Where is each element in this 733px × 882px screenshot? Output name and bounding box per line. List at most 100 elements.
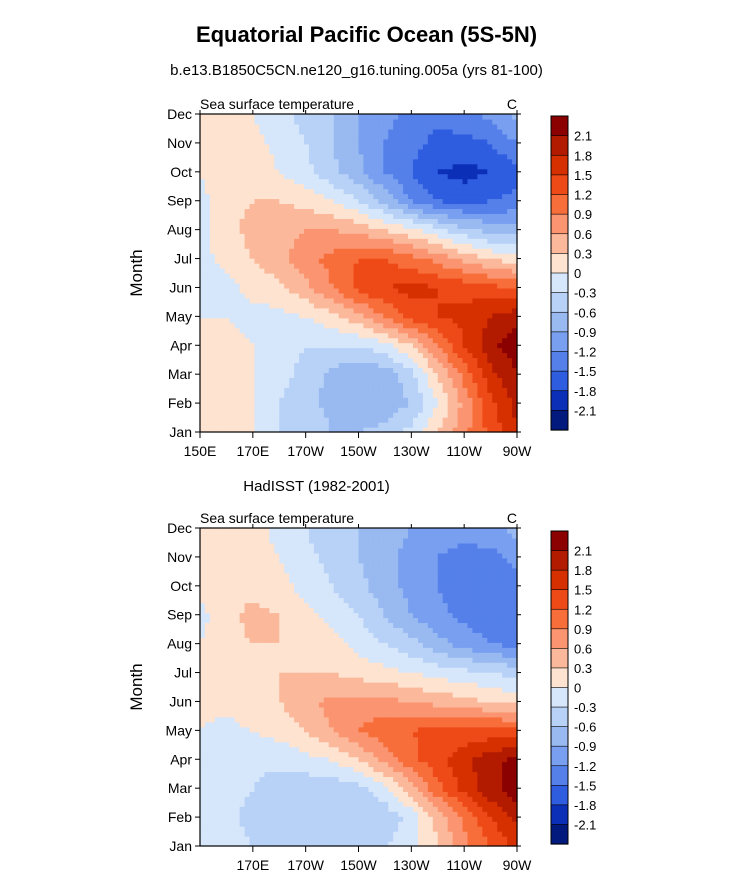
contour-cell bbox=[417, 317, 424, 324]
contour-cell bbox=[427, 263, 434, 269]
contour-cell bbox=[497, 377, 503, 383]
contour-cell bbox=[408, 302, 414, 309]
contour-cell bbox=[308, 208, 315, 214]
contour-cell bbox=[447, 178, 454, 185]
contour-cell bbox=[412, 188, 419, 195]
contour-cell bbox=[313, 297, 320, 304]
contour-cell bbox=[229, 253, 236, 259]
contour-cell bbox=[313, 826, 320, 832]
contour-cell bbox=[299, 243, 305, 249]
contour-cell bbox=[299, 332, 305, 339]
contour-cell bbox=[452, 806, 459, 812]
contour-cell bbox=[427, 806, 434, 812]
contour-cell bbox=[299, 268, 305, 274]
contour-cell bbox=[432, 816, 439, 822]
contour-field bbox=[200, 528, 518, 847]
contour-cell bbox=[353, 422, 360, 428]
contour-cell bbox=[289, 382, 295, 388]
contour-cell bbox=[507, 273, 513, 279]
contour-cell bbox=[417, 183, 424, 190]
contour-cell bbox=[408, 253, 414, 259]
contour-cell bbox=[204, 382, 211, 388]
contour-cell bbox=[512, 188, 518, 195]
contour-cell bbox=[224, 781, 231, 787]
contour-cell bbox=[467, 427, 474, 433]
contour-cell bbox=[229, 781, 236, 787]
contour-cell bbox=[219, 123, 226, 130]
contour-cell bbox=[304, 297, 310, 304]
contour-cell bbox=[338, 322, 345, 329]
contour-cell bbox=[427, 377, 434, 383]
contour-cell bbox=[219, 786, 226, 792]
contour-cell bbox=[343, 786, 350, 792]
contour-cell bbox=[308, 277, 315, 284]
contour-cell bbox=[204, 307, 211, 314]
contour-cell bbox=[388, 203, 394, 210]
contour-cell bbox=[279, 138, 285, 145]
contour-cell bbox=[507, 412, 513, 418]
contour-cell bbox=[457, 342, 464, 349]
contour-cell bbox=[264, 821, 270, 827]
contour-cell bbox=[284, 118, 290, 125]
contour-cell bbox=[328, 277, 335, 284]
contour-cell bbox=[388, 268, 394, 274]
contour-cell bbox=[328, 806, 335, 812]
contour-cell bbox=[412, 258, 419, 264]
contour-cell bbox=[403, 253, 409, 259]
contour-cell bbox=[467, 238, 474, 244]
contour-cell bbox=[229, 143, 236, 150]
contour-cell bbox=[383, 417, 389, 423]
contour-cell bbox=[358, 841, 365, 847]
contour-cell bbox=[378, 163, 384, 170]
contour-cell bbox=[457, 397, 464, 403]
contour-cell bbox=[294, 282, 300, 289]
contour-cell bbox=[403, 287, 409, 294]
contour-cell bbox=[512, 427, 518, 433]
contour-cell bbox=[497, 148, 503, 155]
contour-cell bbox=[254, 258, 261, 264]
contour-cell bbox=[457, 357, 464, 364]
contour-cell bbox=[507, 372, 513, 378]
contour-cell bbox=[472, 831, 478, 837]
contour-cell bbox=[408, 233, 414, 239]
contour-cell bbox=[308, 228, 315, 234]
contour-cell bbox=[487, 183, 493, 190]
contour-cell bbox=[304, 357, 310, 364]
contour-cell bbox=[348, 317, 355, 324]
contour-cell bbox=[403, 307, 409, 314]
contour-cell bbox=[229, 158, 236, 165]
contour-cell bbox=[249, 322, 256, 329]
contour-cell bbox=[294, 821, 300, 827]
contour-cell bbox=[403, 786, 409, 792]
contour-cell bbox=[204, 128, 211, 135]
contour-cell bbox=[274, 178, 280, 185]
contour-cell bbox=[304, 203, 310, 210]
contour-cell bbox=[482, 258, 488, 264]
contour-cell bbox=[219, 243, 226, 249]
contour-cell bbox=[422, 138, 429, 145]
contour-cell bbox=[294, 427, 300, 433]
contour-cell bbox=[244, 362, 251, 369]
contour-cell bbox=[289, 337, 295, 344]
contour-cell bbox=[338, 282, 345, 289]
contour-cell bbox=[224, 133, 231, 140]
contour-cell bbox=[328, 208, 335, 214]
contour-cell bbox=[497, 811, 503, 817]
contour-cell bbox=[343, 372, 350, 378]
contour-cell bbox=[437, 337, 444, 344]
contour-cell bbox=[442, 268, 449, 274]
contour-cell bbox=[348, 392, 355, 398]
contour-cell bbox=[348, 297, 355, 304]
contour-cell bbox=[214, 801, 221, 807]
contour-cell bbox=[348, 138, 355, 145]
contour-cell bbox=[259, 123, 265, 130]
contour-cell bbox=[502, 238, 508, 244]
contour-cell bbox=[482, 347, 488, 354]
contour-cell bbox=[512, 357, 518, 364]
contour-cell bbox=[512, 208, 518, 214]
contour-cell bbox=[502, 198, 508, 205]
contour-cell bbox=[492, 173, 498, 180]
contour-cell bbox=[388, 114, 394, 120]
contour-cell bbox=[219, 417, 226, 423]
contour-cell bbox=[497, 118, 503, 125]
